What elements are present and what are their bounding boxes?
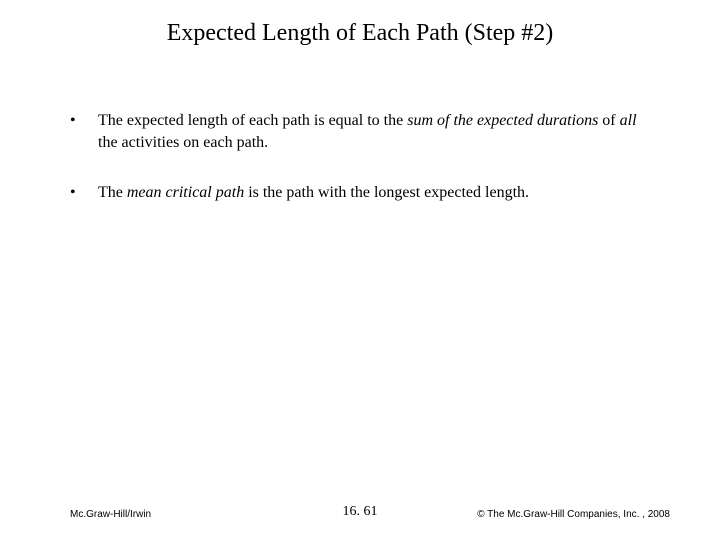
text-run: is the path with the longest expected le…	[244, 184, 529, 201]
footer-copyright: © The Mc.Graw-Hill Companies, Inc. , 200…	[477, 509, 670, 520]
text-run-italic: sum of the expected durations	[407, 112, 598, 129]
bullet-text: The expected length of each path is equa…	[98, 110, 660, 154]
bullet-marker-icon: •	[70, 182, 98, 204]
slide: Expected Length of Each Path (Step #2) •…	[0, 0, 720, 540]
bullet-item: • The mean critical path is the path wit…	[70, 182, 660, 204]
bullet-list: • The expected length of each path is eq…	[70, 110, 660, 232]
text-run-italic: mean critical path	[127, 184, 244, 201]
text-run: of	[598, 112, 619, 129]
text-run: the activities on each path.	[98, 134, 268, 151]
text-run: The expected length of each path is equa…	[98, 112, 407, 129]
slide-title: Expected Length of Each Path (Step #2)	[0, 20, 720, 47]
bullet-marker-icon: •	[70, 110, 98, 132]
bullet-text: The mean critical path is the path with …	[98, 182, 529, 204]
text-run: The	[98, 184, 127, 201]
text-run-italic: all	[620, 112, 637, 129]
bullet-item: • The expected length of each path is eq…	[70, 110, 660, 154]
